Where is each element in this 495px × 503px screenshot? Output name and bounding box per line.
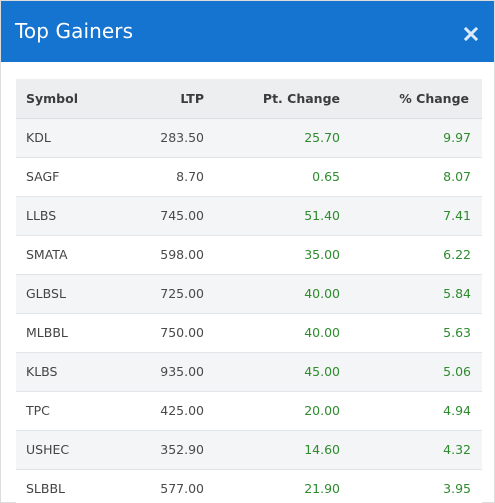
table-row[interactable]: SLBBL 577.00 21.90 3.95 bbox=[16, 469, 482, 503]
cell-pt-change: 35.00 bbox=[304, 247, 340, 262]
cell-ltp: 750.00 bbox=[160, 325, 204, 340]
cell-ltp: 598.00 bbox=[160, 247, 204, 262]
cell-symbol[interactable]: SLBBL bbox=[26, 481, 66, 496]
cell-pt-change: 40.00 bbox=[304, 325, 340, 340]
cell-pt-change: 0.65 bbox=[312, 169, 340, 184]
table-row[interactable]: GLBSL 725.00 40.00 5.84 bbox=[16, 274, 482, 313]
cell-pt-change: 25.70 bbox=[304, 130, 340, 145]
cell-pct-change: 6.22 bbox=[443, 247, 471, 262]
cell-ltp: 725.00 bbox=[160, 286, 204, 301]
table-row[interactable]: KLBS 935.00 45.00 5.06 bbox=[16, 352, 482, 391]
table-row[interactable]: SAGF 8.70 0.65 8.07 bbox=[16, 157, 482, 196]
cell-symbol[interactable]: SAGF bbox=[26, 169, 60, 184]
cell-symbol[interactable]: GLBSL bbox=[26, 286, 66, 301]
column-header-symbol[interactable]: Symbol bbox=[16, 79, 116, 119]
cell-ltp: 8.70 bbox=[176, 169, 204, 184]
cell-symbol[interactable]: USHEC bbox=[26, 442, 70, 457]
cell-pt-change: 45.00 bbox=[304, 364, 340, 379]
cell-pt-change: 20.00 bbox=[304, 403, 340, 418]
cell-pct-change: 5.06 bbox=[443, 364, 471, 379]
column-header-ltp[interactable]: LTP bbox=[116, 79, 214, 119]
cell-pct-change: 4.32 bbox=[443, 442, 471, 457]
cell-pct-change: 5.84 bbox=[443, 286, 471, 301]
table-row[interactable]: LLBS 745.00 51.40 7.41 bbox=[16, 196, 482, 235]
cell-ltp: 935.00 bbox=[160, 364, 204, 379]
cell-pct-change: 5.63 bbox=[443, 325, 471, 340]
table-header-row: Symbol LTP Pt. Change % Change bbox=[16, 79, 482, 119]
cell-ltp: 577.00 bbox=[160, 481, 204, 496]
modal-body: Symbol LTP Pt. Change % Change KDL 283.5… bbox=[1, 62, 494, 503]
column-header-pt-change[interactable]: Pt. Change bbox=[214, 79, 350, 119]
column-header-pct-change[interactable]: % Change bbox=[350, 79, 482, 119]
cell-pt-change: 14.60 bbox=[304, 442, 340, 457]
modal-title: Top Gainers bbox=[15, 18, 134, 43]
table-row[interactable]: TPC 425.00 20.00 4.94 bbox=[16, 391, 482, 430]
close-icon bbox=[464, 26, 478, 41]
cell-symbol[interactable]: KDL bbox=[26, 130, 51, 145]
cell-symbol[interactable]: KLBS bbox=[26, 364, 58, 379]
cell-pct-change: 7.41 bbox=[443, 208, 471, 223]
table-row[interactable]: USHEC 352.90 14.60 4.32 bbox=[16, 430, 482, 469]
close-button[interactable] bbox=[461, 24, 481, 44]
cell-pt-change: 40.00 bbox=[304, 286, 340, 301]
table-row[interactable]: KDL 283.50 25.70 9.97 bbox=[16, 118, 482, 157]
gainers-table: Symbol LTP Pt. Change % Change KDL 283.5… bbox=[16, 79, 482, 503]
cell-ltp: 352.90 bbox=[160, 442, 204, 457]
cell-pct-change: 9.97 bbox=[443, 130, 471, 145]
cell-symbol[interactable]: LLBS bbox=[26, 208, 57, 223]
cell-ltp: 283.50 bbox=[160, 130, 204, 145]
table-row[interactable]: MLBBL 750.00 40.00 5.63 bbox=[16, 313, 482, 352]
cell-pct-change: 8.07 bbox=[443, 169, 471, 184]
cell-pct-change: 4.94 bbox=[443, 403, 471, 418]
table-row[interactable]: SMATA 598.00 35.00 6.22 bbox=[16, 235, 482, 274]
cell-pt-change: 51.40 bbox=[304, 208, 340, 223]
cell-ltp: 745.00 bbox=[160, 208, 204, 223]
cell-pt-change: 21.90 bbox=[304, 481, 340, 496]
cell-symbol[interactable]: TPC bbox=[26, 403, 50, 418]
modal-header: Top Gainers bbox=[1, 1, 494, 62]
cell-symbol[interactable]: SMATA bbox=[26, 247, 68, 262]
cell-pct-change: 3.95 bbox=[443, 481, 471, 496]
cell-ltp: 425.00 bbox=[160, 403, 204, 418]
cell-symbol[interactable]: MLBBL bbox=[26, 325, 68, 340]
